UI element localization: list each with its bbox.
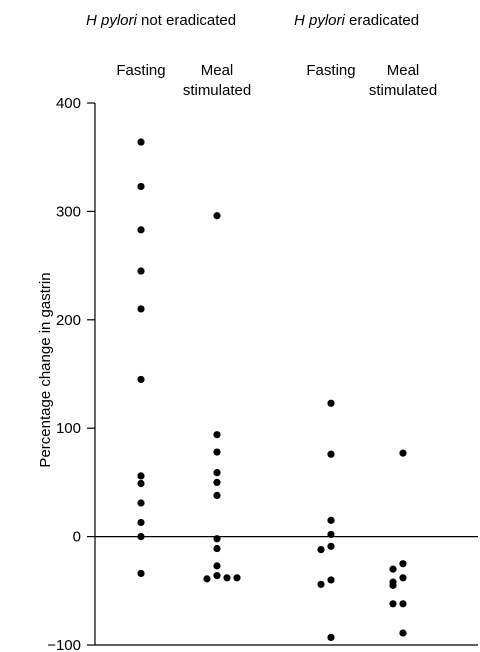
data-point xyxy=(213,544,221,553)
data-point xyxy=(137,226,145,234)
data-point xyxy=(137,138,145,146)
data-point xyxy=(213,212,221,220)
data-point xyxy=(317,580,325,588)
data-point xyxy=(213,491,221,500)
data-point xyxy=(399,574,407,582)
column-label: Meal xyxy=(387,62,420,79)
data-point xyxy=(137,305,145,313)
data-point xyxy=(327,516,335,524)
y-tick-label: 100 xyxy=(56,420,81,437)
data-point xyxy=(137,479,145,488)
column-label: Meal xyxy=(201,62,234,79)
data-point xyxy=(327,542,335,550)
group-header: H pylori not eradicated xyxy=(86,12,236,29)
column-label: Fasting xyxy=(116,62,165,79)
data-point xyxy=(327,450,335,458)
headers: H pylori not eradicated H pylori eradicat… xyxy=(86,12,437,99)
y-tick-label: 0 xyxy=(73,529,81,546)
column-label: stimulated xyxy=(369,82,437,99)
data-point xyxy=(327,576,335,584)
group-header: H pylori eradicated xyxy=(294,12,419,29)
data-point xyxy=(137,499,145,507)
data-point xyxy=(137,533,145,541)
data-point xyxy=(399,449,407,457)
y-tick-label: 400 xyxy=(56,95,81,112)
data-point xyxy=(389,600,397,608)
data-point xyxy=(213,478,221,486)
y-axis: −100 0 100 200 300 400 Percentage change in ga… xyxy=(37,95,478,652)
column-label: stimulated xyxy=(183,82,251,99)
data-point xyxy=(399,629,407,637)
data-point xyxy=(213,535,221,543)
data-point xyxy=(317,546,325,554)
y-tick-label: 300 xyxy=(56,203,81,220)
data-point xyxy=(137,472,145,480)
data-points xyxy=(137,138,407,642)
data-point xyxy=(137,518,145,527)
y-axis-label: Percentage change in gastrin xyxy=(37,272,54,467)
data-point xyxy=(203,575,211,583)
data-point xyxy=(389,565,397,573)
data-point xyxy=(213,469,221,477)
y-tick-label: 200 xyxy=(56,312,81,329)
data-point xyxy=(399,560,407,568)
data-point xyxy=(389,581,397,589)
data-point xyxy=(137,569,145,578)
data-point xyxy=(233,574,241,582)
data-point xyxy=(213,431,221,439)
data-point xyxy=(327,633,335,642)
data-point xyxy=(137,182,145,191)
data-point xyxy=(399,600,407,608)
data-point xyxy=(223,574,231,582)
data-point xyxy=(137,267,145,275)
data-point xyxy=(213,562,221,570)
y-tick-label: −100 xyxy=(47,637,81,652)
data-point xyxy=(327,530,335,539)
data-point xyxy=(327,399,335,407)
data-point xyxy=(137,375,145,384)
column-label: Fasting xyxy=(306,62,355,79)
data-point xyxy=(213,448,221,456)
data-point xyxy=(213,572,221,580)
